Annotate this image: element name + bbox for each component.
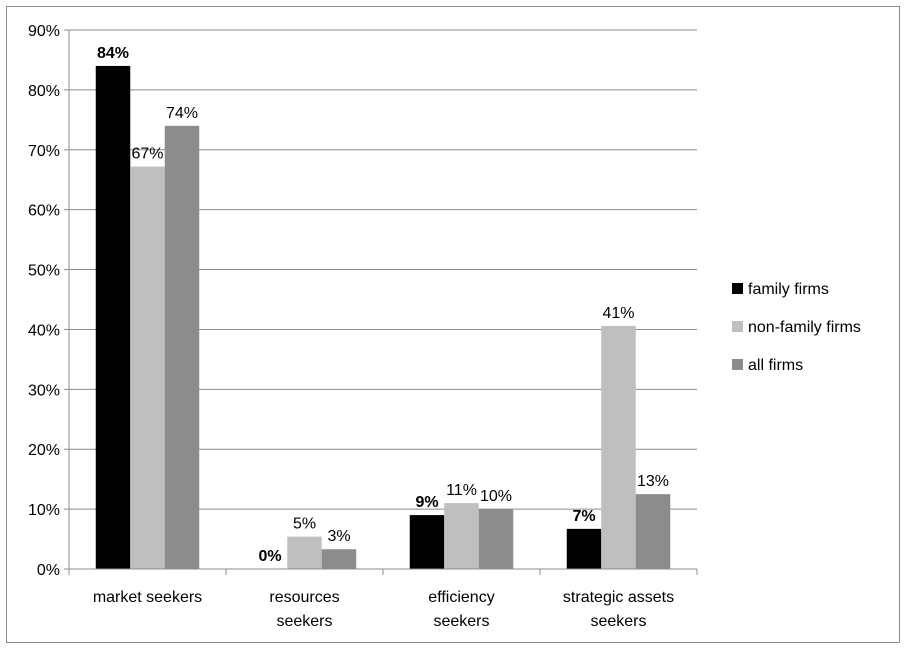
data-label: 11%	[446, 482, 477, 499]
y-tick-label: 50%	[28, 263, 60, 280]
x-tick-label: seekers	[433, 613, 489, 630]
data-labels: 84% 0% 9% 7% 67% 5% 11% 41% 74% 3% 10% 13%	[97, 45, 669, 565]
y-tick-label: 40%	[28, 322, 60, 339]
bar-all-firms	[164, 125, 200, 570]
bar-non-family-firms	[287, 536, 322, 569]
bars	[95, 65, 671, 570]
bar-non-family-firms	[601, 325, 636, 569]
x-tick-label: strategic assets	[563, 589, 674, 606]
data-label: 7%	[572, 508, 595, 525]
y-tick-label: 70%	[28, 143, 60, 160]
bar-non-family-firms	[444, 503, 479, 569]
data-label: 13%	[637, 473, 669, 490]
y-tick-label: 30%	[28, 382, 60, 399]
x-tick-label: efficiency	[428, 589, 494, 606]
legend-label: non-family firms	[748, 319, 861, 336]
data-label: 3%	[327, 528, 350, 545]
data-label: 41%	[602, 305, 634, 322]
bar-all-firms	[321, 549, 357, 569]
data-label: 10%	[480, 488, 512, 505]
legend: family firms non-family firms all firms	[732, 281, 861, 374]
legend-swatch	[732, 359, 743, 370]
y-tick-label: 10%	[28, 502, 60, 519]
x-tick-label: seekers	[276, 613, 332, 630]
x-tick-labels: market seekers resources seekers efficiency…	[93, 589, 674, 630]
legend-swatch	[732, 321, 743, 332]
data-label: 74%	[166, 105, 198, 122]
data-label: 9%	[415, 494, 438, 511]
y-tick-label: 90%	[28, 23, 60, 40]
bar-all-firms	[635, 494, 671, 569]
data-label: 5%	[293, 516, 316, 533]
y-tick-label: 0%	[37, 562, 60, 579]
data-label: 67%	[131, 146, 163, 163]
x-tick-label: market seekers	[93, 589, 202, 606]
bar-family-firms	[566, 528, 602, 569]
x-tick-label: seekers	[590, 613, 646, 630]
y-tick-label: 20%	[28, 442, 60, 459]
bar-family-firms	[409, 515, 445, 569]
legend-label: family firms	[748, 281, 829, 298]
bar-non-family-firms	[130, 166, 165, 569]
data-label: 0%	[258, 548, 281, 565]
bar-all-firms	[478, 509, 514, 569]
legend-swatch	[732, 283, 743, 294]
y-tick-label: 80%	[28, 83, 60, 100]
y-tick-labels: 0% 10% 20% 30% 40% 50% 60% 70% 80% 90%	[28, 23, 60, 579]
legend-label: all firms	[748, 357, 803, 374]
bar-family-firms	[95, 65, 131, 569]
data-label: 84%	[97, 45, 129, 62]
axes	[64, 29, 698, 575]
x-tick-label: resources	[269, 589, 339, 606]
y-tick-label: 60%	[28, 203, 60, 220]
